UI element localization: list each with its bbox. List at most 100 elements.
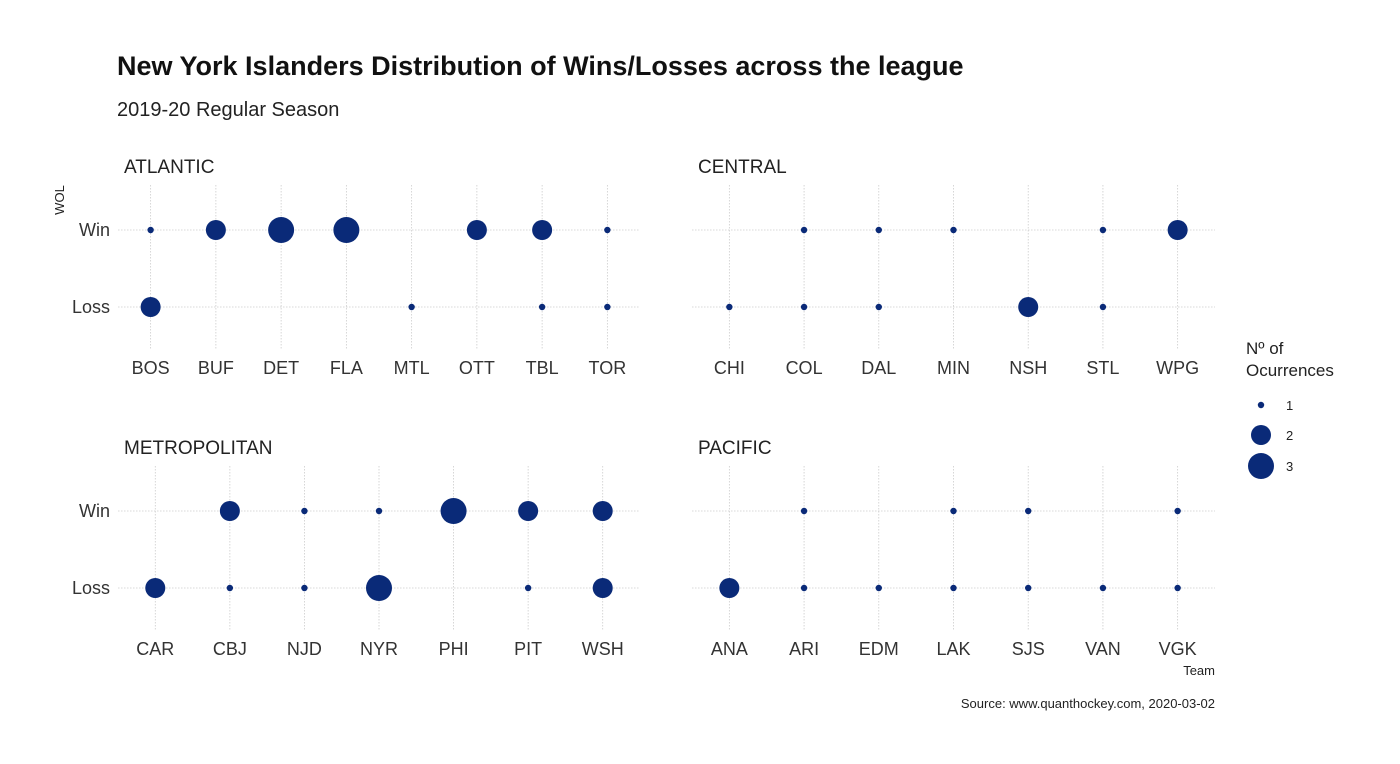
point-ana-loss [719,578,740,598]
x-tick-label: TBL [526,358,559,378]
point-car-loss [145,578,166,598]
point-ari-win [800,507,808,515]
x-tick-label: BOS [132,358,170,378]
point-lak-win [950,507,957,515]
point-col-loss [800,303,808,311]
x-tick-label: WPG [1156,358,1199,378]
facet-central: CENTRAL CHI COL DAL MIN NSH STL WPG [692,157,1215,378]
facet-title: METROPOLITAN [124,438,273,459]
legend-label: 3 [1286,459,1293,474]
y-tick-label: Win [79,220,110,240]
point-wsh-loss [592,578,613,598]
point-lak-loss [950,584,957,592]
x-tick-label: DAL [861,358,896,378]
point-njd-win [301,507,308,515]
legend-key-1 [1257,401,1265,409]
point-njd-loss [301,584,308,592]
chart-caption: Source: www.quanthockey.com, 2020-03-02 [961,696,1215,711]
point-stl-loss [1099,303,1107,311]
point-fla-win [333,217,360,243]
y-axis-title: WOL [52,185,67,215]
point-buf-win [205,220,226,240]
point-van-loss [1099,584,1107,592]
x-tick-label: NYR [360,639,398,659]
facet-title: CENTRAL [698,157,787,178]
x-tick-label: ARI [789,639,819,659]
legend-label: 1 [1286,398,1293,413]
y-tick-label: Loss [72,297,110,317]
chart-title: New York Islanders Distribution of Wins/… [117,51,964,81]
x-tick-label: EDM [859,639,899,659]
point-tor-win [604,226,611,234]
x-tick-label: TOR [589,358,627,378]
chart-subtitle: 2019-20 Regular Season [117,99,339,121]
x-tick-label: SJS [1012,639,1045,659]
point-col-win [800,226,808,234]
x-tick-label: CAR [136,639,174,659]
point-tbl-win [532,220,553,240]
point-cbj-win [219,501,240,521]
legend-key-3 [1248,453,1274,479]
point-ott-win [466,220,487,240]
point-det-win [268,217,295,243]
point-wsh-win [592,501,613,521]
y-tick-label: Loss [72,578,110,598]
x-tick-label: VAN [1085,639,1121,659]
x-tick-label: NSH [1009,358,1047,378]
facet-metropolitan: METROPOLITAN CAR CBJ NJD NYR PHI PIT WSH Loss Win [72,438,640,659]
facet-atlantic: ATLANTIC BOS BUF DET FLA MTL OTT TBL TOR Loss Win [72,157,640,378]
x-tick-label: DET [263,358,299,378]
y-tick-label: Win [79,501,110,521]
legend-title-line-2: Ocurrences [1246,361,1334,380]
x-tick-label: PIT [514,639,542,659]
point-dal-win [875,226,882,234]
legend: Nº of Ocurrences 1 2 3 [1246,339,1334,479]
x-tick-label: CHI [714,358,745,378]
point-edm-loss [875,584,882,592]
x-tick-label: NJD [287,639,322,659]
point-pit-win [518,501,539,521]
facet-pacific: PACIFIC ANA ARI EDM LAK SJS VAN VGK [692,438,1215,659]
x-tick-label: MTL [394,358,430,378]
point-tor-loss [604,303,611,311]
x-tick-label: FLA [330,358,363,378]
point-nsh-loss [1018,297,1039,317]
x-tick-label: CBJ [213,639,247,659]
point-dal-loss [875,303,882,311]
x-axis-title: Team [1183,663,1215,678]
x-tick-label: PHI [439,639,469,659]
x-tick-label: WSH [582,639,624,659]
point-chi-loss [726,303,733,311]
point-sjs-loss [1025,584,1032,592]
point-nyr-loss [366,575,392,601]
x-tick-label: VGK [1159,639,1197,659]
x-tick-label: STL [1086,358,1119,378]
x-tick-label: MIN [937,358,970,378]
x-tick-label: BUF [198,358,234,378]
point-bos-loss [140,297,161,317]
point-stl-win [1099,226,1107,234]
point-tbl-loss [538,303,546,311]
facet-title: PACIFIC [698,438,772,459]
legend-key-2 [1251,425,1271,445]
x-tick-label: COL [786,358,823,378]
point-vgk-loss [1174,584,1181,592]
point-min-win [950,226,957,234]
x-tick-label: OTT [459,358,495,378]
point-bos-win [147,226,154,234]
point-vgk-win [1174,507,1181,515]
point-cbj-loss [226,584,234,592]
x-tick-label: ANA [711,639,748,659]
facet-panels: ATLANTIC BOS BUF DET FLA MTL OTT TBL TOR Loss Win C… [72,157,1215,659]
facet-title: ATLANTIC [124,157,214,178]
point-phi-win [440,498,467,524]
legend-title-line-1: Nº of [1246,339,1284,358]
point-ari-loss [800,584,808,592]
point-wpg-win [1167,220,1188,240]
legend-label: 2 [1286,428,1293,443]
point-pit-loss [524,584,532,592]
x-tick-label: LAK [936,639,970,659]
point-nyr-win [375,507,383,515]
point-mtl-loss [408,303,415,311]
